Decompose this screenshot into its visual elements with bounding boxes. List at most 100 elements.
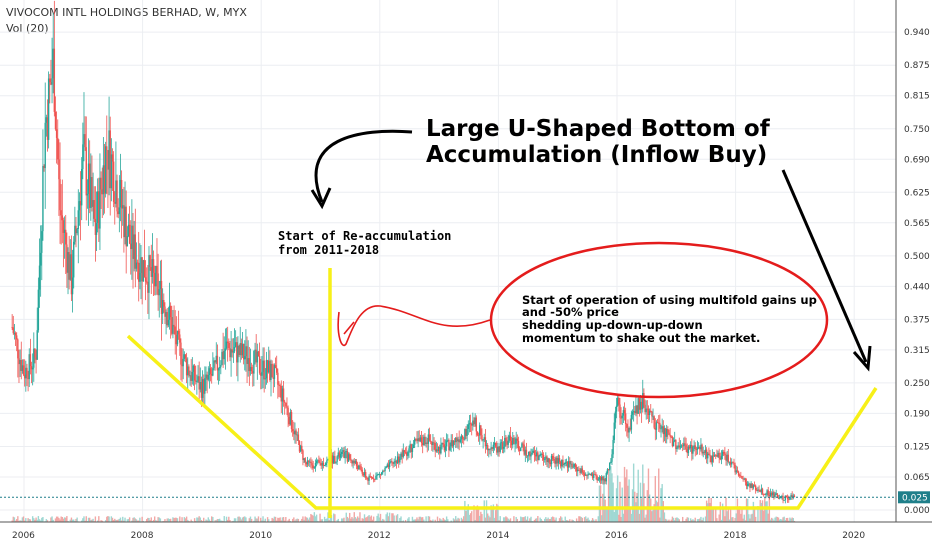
- volume-bar: [326, 518, 328, 522]
- candle-body: [591, 473, 594, 478]
- volume-bar: [742, 518, 744, 522]
- candle-body: [45, 117, 48, 123]
- candle-body: [737, 471, 740, 476]
- candle-body: [230, 349, 232, 358]
- candle-body: [467, 424, 469, 430]
- candle-body: [78, 201, 81, 211]
- candle-body: [575, 467, 578, 472]
- volume-bar: [363, 514, 366, 522]
- candle-body: [27, 378, 29, 380]
- volume-bar: [302, 516, 304, 522]
- volume-bar: [580, 516, 582, 522]
- candle-body: [380, 472, 383, 475]
- volume-bar: [382, 518, 384, 522]
- volume-bar: [644, 517, 646, 522]
- volume-bar: [646, 490, 649, 522]
- candle-body: [588, 473, 590, 475]
- candle-body: [344, 451, 346, 459]
- volume-bar: [788, 520, 790, 522]
- volume-bar: [268, 519, 270, 522]
- candle-body: [518, 449, 521, 452]
- candle-body: [669, 434, 671, 437]
- volume-bar: [651, 511, 653, 522]
- candle-body: [558, 458, 561, 462]
- volume-bar: [122, 516, 124, 522]
- volume-bar: [91, 519, 93, 522]
- candle-body: [79, 201, 82, 206]
- volume-bar: [85, 516, 87, 522]
- candle-body: [695, 448, 698, 450]
- volume-bar: [378, 517, 381, 522]
- candle-body: [628, 428, 630, 433]
- candle-body: [255, 349, 257, 363]
- candle-body: [743, 478, 745, 480]
- candle-body: [647, 408, 650, 416]
- candle-body: [248, 358, 251, 372]
- candle-body: [347, 454, 350, 462]
- candle-body: [723, 451, 725, 454]
- candle-body: [556, 457, 558, 464]
- candle-body: [46, 117, 49, 140]
- volume-bar: [460, 517, 463, 522]
- volume-bar: [547, 517, 549, 522]
- candle-body: [541, 453, 544, 455]
- volume-bar: [752, 501, 755, 522]
- candle-body: [632, 411, 635, 412]
- candle-body: [315, 460, 318, 464]
- candle-body: [350, 458, 352, 461]
- candle-body: [480, 425, 482, 436]
- candle-body: [261, 371, 263, 376]
- candle-body: [280, 385, 282, 402]
- candle-body: [477, 434, 480, 436]
- candle-body: [58, 159, 60, 180]
- volume-bar: [256, 518, 259, 522]
- volume-bar: [277, 517, 279, 522]
- candle-body: [516, 438, 519, 441]
- volume-bar: [474, 520, 476, 522]
- candle-body: [434, 442, 436, 452]
- candle-body: [87, 163, 90, 194]
- volume-bar: [51, 516, 53, 522]
- volume-bar: [491, 506, 493, 522]
- volume-bar: [266, 517, 269, 522]
- candle-body: [278, 384, 280, 386]
- volume-bar: [477, 506, 480, 522]
- candle-body: [624, 413, 627, 425]
- candle-body: [291, 429, 294, 432]
- candle-body: [731, 462, 733, 465]
- volume-bar: [126, 519, 129, 522]
- candle-body: [709, 454, 711, 457]
- volume-bar: [366, 517, 368, 522]
- candle-body: [100, 177, 102, 190]
- candle-body: [359, 465, 361, 467]
- volume-bar: [13, 517, 16, 522]
- volume-bar: [543, 518, 546, 522]
- candle-body: [156, 265, 158, 274]
- volume-bar: [530, 516, 532, 522]
- volume-bar: [621, 487, 623, 522]
- price-tick-label: 0.065: [904, 473, 930, 483]
- candle-body: [443, 444, 446, 451]
- candle-body: [166, 312, 168, 326]
- volume-bar: [45, 519, 48, 522]
- volume-bar: [306, 517, 309, 522]
- candle-body: [313, 467, 316, 469]
- volume-bar: [591, 518, 594, 522]
- candle-body: [13, 332, 16, 334]
- candle-body: [534, 454, 537, 457]
- volume-bar: [619, 481, 621, 522]
- volume-bar: [541, 520, 544, 522]
- volume-bar: [715, 507, 717, 522]
- candle-body: [77, 210, 79, 229]
- candle-body: [675, 440, 677, 450]
- candle-body: [721, 451, 724, 456]
- volume-bar: [215, 520, 217, 522]
- candle-body: [270, 363, 272, 380]
- candle-body: [20, 360, 22, 371]
- volume-bar: [610, 466, 612, 522]
- candle-body: [543, 458, 546, 460]
- grid: [0, 0, 896, 522]
- highlight-ellipse: [489, 241, 829, 399]
- candle-body: [127, 224, 130, 237]
